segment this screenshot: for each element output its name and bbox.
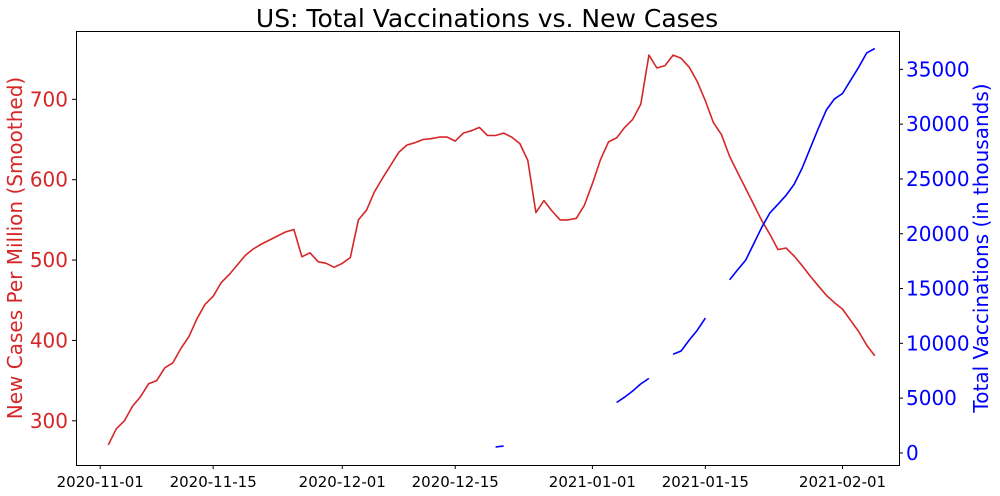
right-y-tick-label: 5000 [906, 386, 957, 410]
right-y-tick-label: 20000 [906, 222, 970, 246]
x-tick-label: 2021-01-15 [662, 473, 749, 491]
right-y-tick-label: 35000 [906, 57, 970, 81]
left-y-axis-label: New Cases Per Million (Smoothed) [3, 77, 27, 419]
left-y-tick-label: 500 [30, 248, 68, 272]
left-y-tick-label: 600 [30, 168, 68, 192]
right-y-tick-label: 30000 [906, 112, 970, 136]
chart-title: US: Total Vaccinations vs. New Cases [256, 4, 718, 33]
left-y-axis: 300 400 500 600 700 [30, 87, 76, 433]
x-tick-label: 2021-01-01 [549, 473, 636, 491]
x-tick-label: 2021-02-01 [799, 473, 886, 491]
total-vaccinations-line-segment [495, 445, 504, 448]
right-y-axis: 0 5000 10000 15000 20000 25000 30000 35000 [899, 57, 970, 465]
total-vaccinations-line-segment [672, 317, 707, 356]
right-y-tick-label: 10000 [906, 331, 970, 355]
series-layer [107, 47, 876, 448]
right-y-tick-label: 0 [906, 441, 919, 465]
left-y-tick-label: 700 [30, 87, 68, 111]
right-y-tick-label: 25000 [906, 167, 970, 191]
left-y-tick-label: 300 [30, 409, 68, 433]
x-tick-label: 2020-11-01 [57, 473, 144, 491]
x-tick-label: 2020-11-15 [170, 473, 257, 491]
total-vaccinations-line-segment [728, 47, 876, 281]
x-tick-label: 2020-12-01 [299, 473, 386, 491]
total-vaccinations-line-segment [616, 377, 650, 404]
right-y-tick-label: 15000 [906, 277, 970, 301]
plot-area-frame [76, 31, 900, 466]
right-y-axis-label: Total Vaccinations (in thousands) [969, 83, 993, 413]
x-tick-label: 2020-12-15 [412, 473, 499, 491]
new-cases-line [107, 54, 876, 446]
x-axis: 2020-11-01 2020-11-15 2020-12-01 2020-12-15… [57, 465, 886, 491]
left-y-tick-label: 400 [30, 328, 68, 352]
